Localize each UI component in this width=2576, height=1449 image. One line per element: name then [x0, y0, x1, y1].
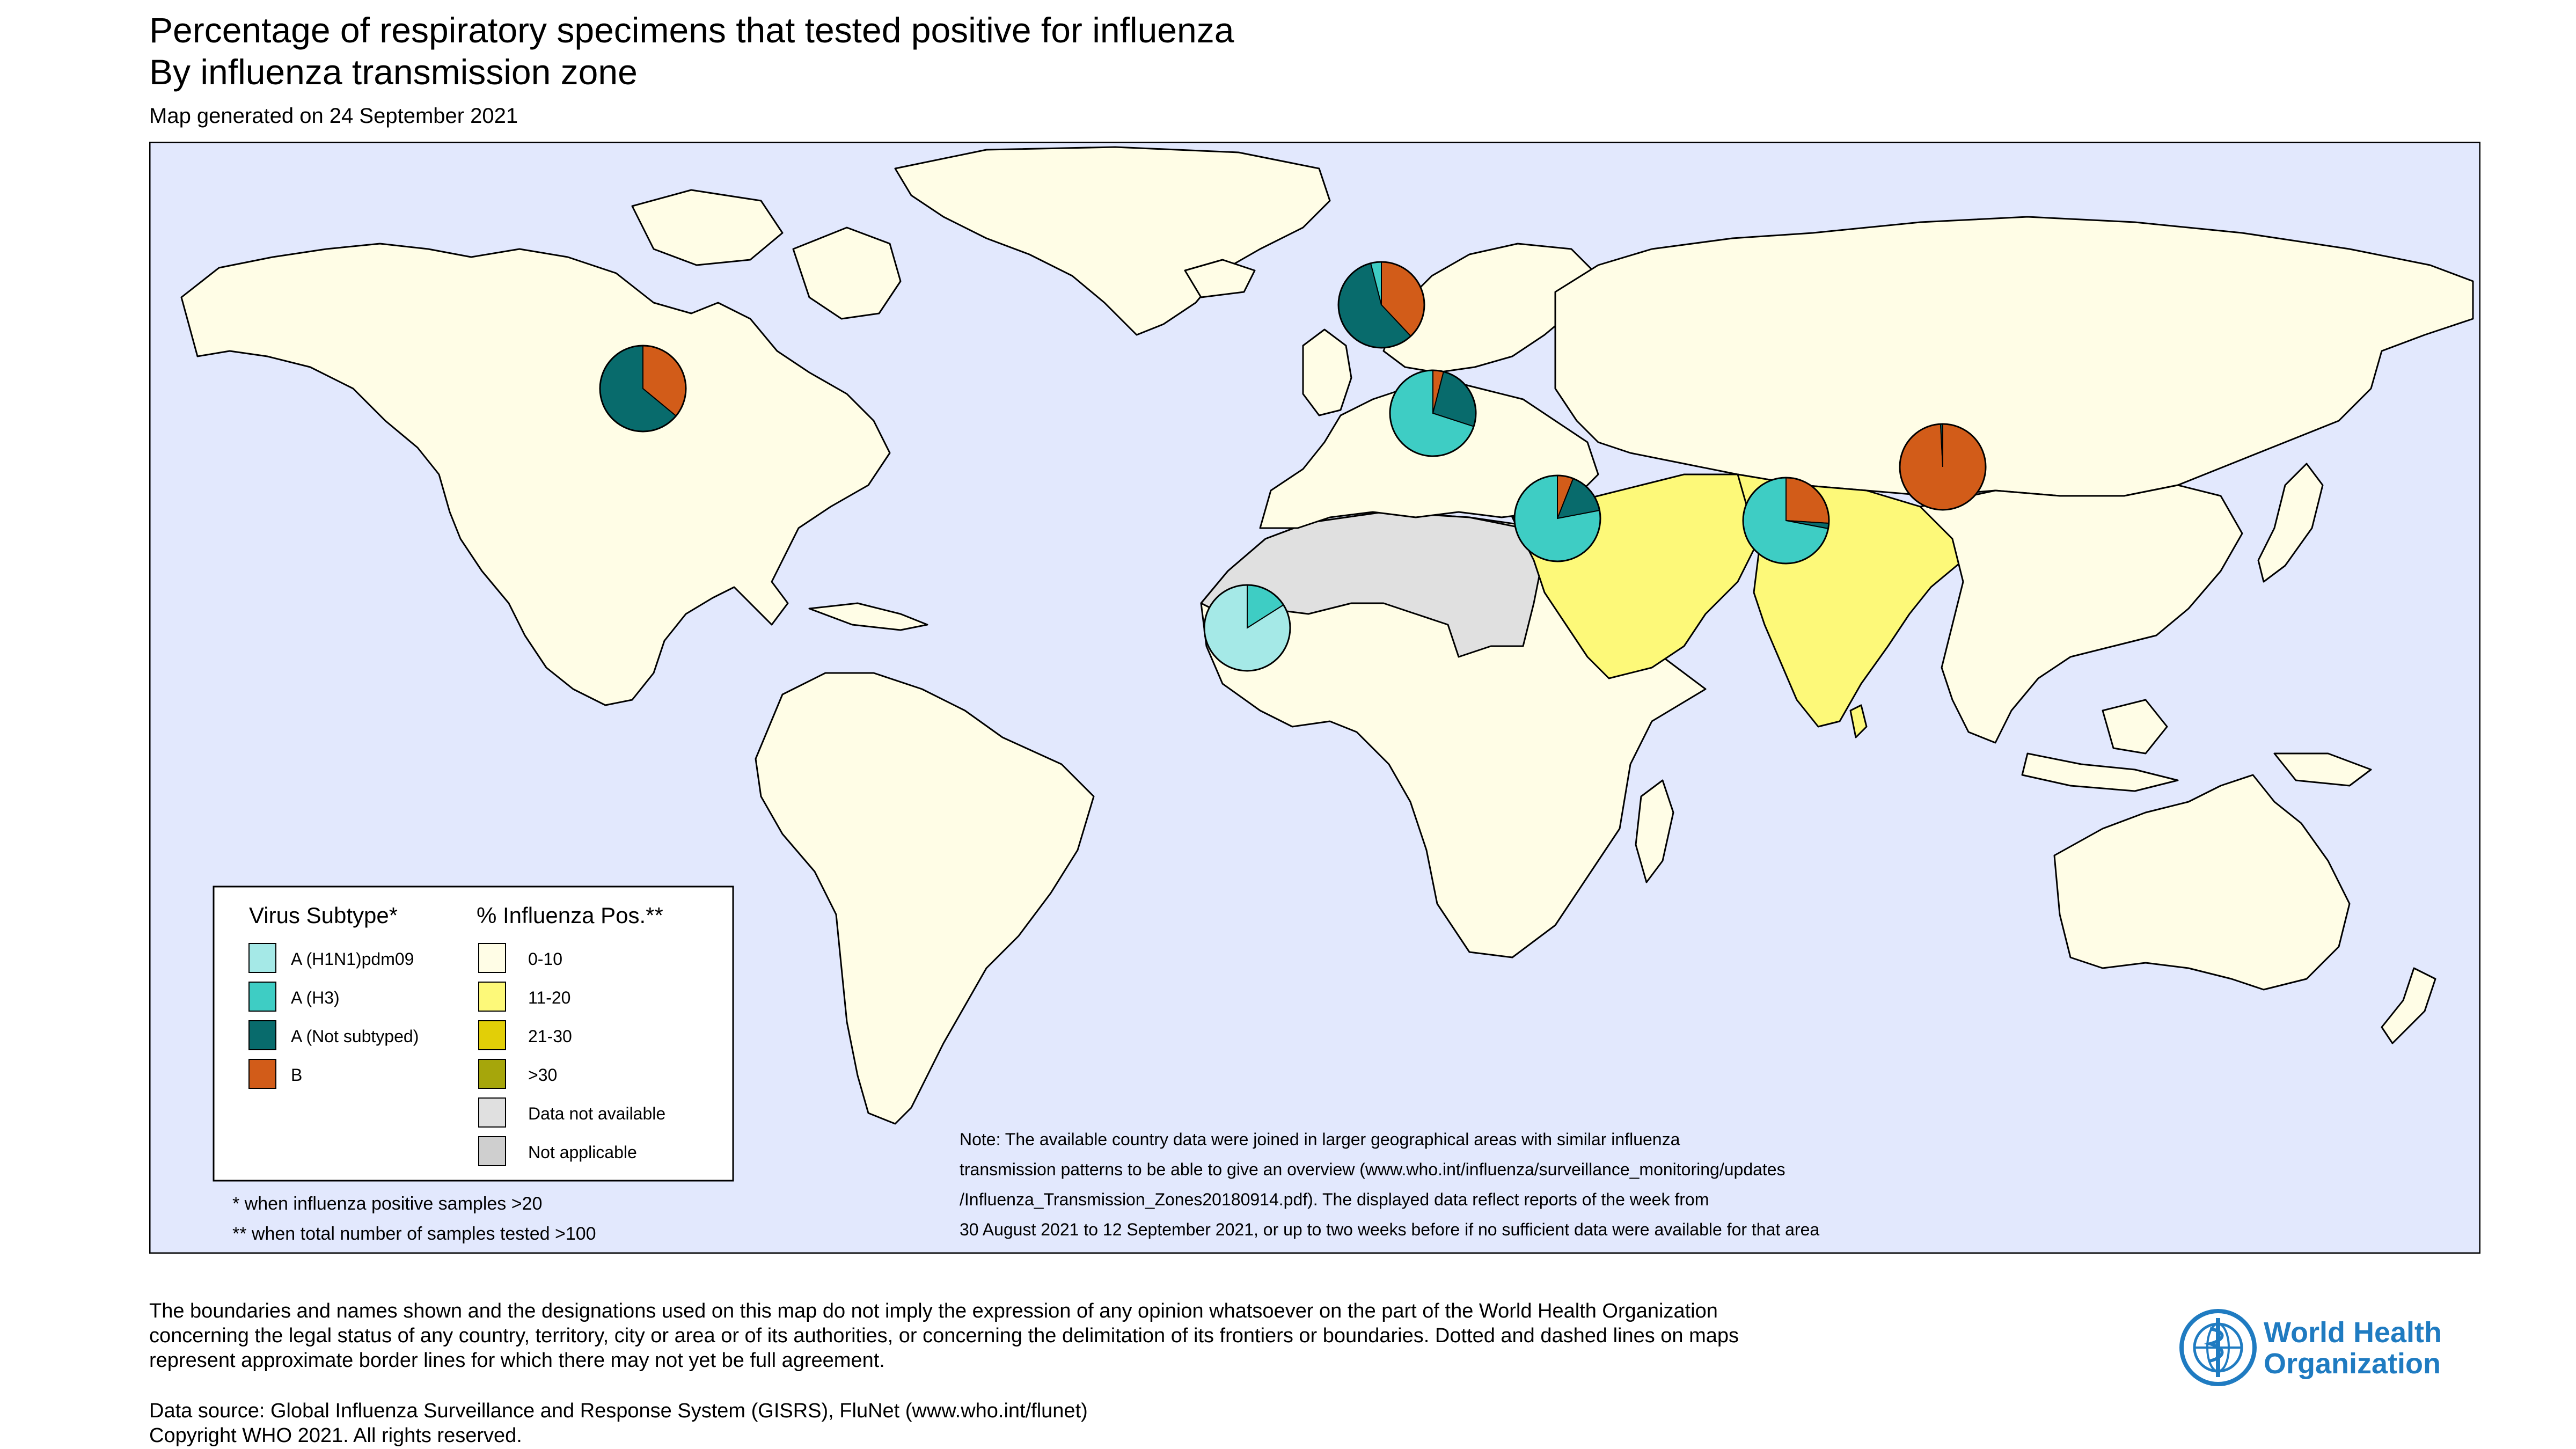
- source-line: Data source: Global Influenza Surveillan…: [149, 1400, 1088, 1422]
- legend-subtype-label: A (H1N1)pdm09: [291, 949, 414, 969]
- legend-subtype-label: B: [291, 1065, 302, 1085]
- legend-subtype-title: Virus Subtype*: [249, 903, 398, 928]
- land-arctic-islands: [631, 189, 784, 266]
- land-northern-asia: [1554, 216, 2474, 497]
- note-line: transmission patterns to be able to give…: [960, 1160, 1785, 1179]
- legend-pos-label: 21-30: [528, 1027, 572, 1046]
- disclaimer-line: The boundaries and names shown and the d…: [149, 1300, 1718, 1322]
- land-madagascar: [1635, 779, 1674, 883]
- legend-pos-label: Not applicable: [528, 1143, 637, 1162]
- legend-footnote-2: ** when total number of samples tested >…: [232, 1224, 596, 1244]
- disclaimer: The boundaries and names shown and the d…: [149, 1299, 2135, 1373]
- pie-outline-northern-europe: [1337, 261, 1425, 349]
- who-logo: World Health Organization: [2178, 1307, 2457, 1388]
- legend-pos-swatch: [478, 982, 506, 1012]
- legend-pos-swatch: [478, 1020, 506, 1050]
- land-baffin: [792, 226, 902, 320]
- land-sri-lanka: [1849, 704, 1868, 738]
- legend-subtype-swatch: [248, 943, 276, 973]
- note: Note: The available country data were jo…: [960, 1130, 1819, 1239]
- who-emblem-icon: [2179, 1309, 2257, 1386]
- who-name-line-2: Organization: [2264, 1348, 2441, 1380]
- map-subtitle: By influenza transmission zone: [149, 52, 638, 92]
- legend-box: [213, 885, 734, 1182]
- legend: Virus Subtype* % Influenza Pos.** A (H1N…: [213, 885, 734, 1182]
- legend-subtype-label: A (H3): [291, 988, 340, 1007]
- land-south-america: [755, 672, 1095, 1125]
- note-line: Note: The available country data were jo…: [960, 1130, 1680, 1149]
- generated-date: Map generated on 24 September 2021: [149, 104, 518, 128]
- land-british-isles: [1302, 328, 1352, 416]
- legend-pos-swatch: [478, 1097, 506, 1128]
- disclaimer-line: concerning the legal status of any count…: [149, 1324, 1739, 1347]
- pie-outline-southern-asia: [1742, 477, 1830, 565]
- pie-outline-western-africa: [1203, 584, 1291, 672]
- legend-pos-label: >30: [528, 1065, 557, 1085]
- legend-subtype-swatch: [248, 1020, 276, 1050]
- note-line: /Influenza_Transmission_Zones20180914.pd…: [960, 1190, 1709, 1209]
- land-greenland: [894, 146, 1331, 336]
- land-new-guinea: [2273, 752, 2372, 787]
- land-indonesia: [2021, 752, 2179, 792]
- legend-footnote-1: * when influenza positive samples >20: [232, 1194, 542, 1214]
- disclaimer-line: represent approximate border lines for w…: [149, 1349, 885, 1372]
- land-new-zealand: [2381, 967, 2436, 1044]
- land-japan: [2257, 463, 2324, 583]
- note-line: 30 August 2021 to 12 September 2021, or …: [960, 1220, 1819, 1239]
- land-iceland: [1184, 259, 1256, 298]
- pie-outline-north-america: [599, 345, 687, 433]
- map-title: Percentage of respiratory specimens that…: [149, 10, 1234, 50]
- pie-outline-eastern-asia: [1899, 423, 1987, 511]
- copyright-line: Copyright WHO 2021. All rights reserved.: [149, 1424, 522, 1447]
- land-cuba: [808, 602, 928, 631]
- land-eastern-asia: [1919, 484, 2243, 744]
- pie-charts: [599, 261, 1987, 672]
- legend-subtype-swatch: [248, 982, 276, 1012]
- who-name-line-1: World Health: [2264, 1316, 2442, 1349]
- legend-pos-label: Data not available: [528, 1104, 665, 1123]
- land-australia: [2053, 774, 2351, 991]
- pie-outline-south-west-europe: [1389, 369, 1477, 457]
- legend-subtype-label: A (Not subtyped): [291, 1027, 419, 1046]
- data-source: Data source: Global Influenza Surveillan…: [149, 1399, 1088, 1448]
- legend-pos-title: % Influenza Pos.**: [477, 903, 663, 928]
- legend-pos-swatch: [478, 1136, 506, 1166]
- legend-subtype-swatch: [248, 1059, 276, 1089]
- legend-pos-label: 0-10: [528, 949, 562, 969]
- legend-pos-label: 11-20: [528, 988, 570, 1007]
- world-map: Virus Subtype* % Influenza Pos.** A (H1N…: [149, 142, 2480, 1254]
- land-north-america: [180, 243, 891, 706]
- pie-outline-western-asia: [1513, 474, 1601, 562]
- land-borneo: [2102, 699, 2168, 755]
- legend-pos-swatch: [478, 1059, 506, 1089]
- legend-pos-swatch: [478, 943, 506, 973]
